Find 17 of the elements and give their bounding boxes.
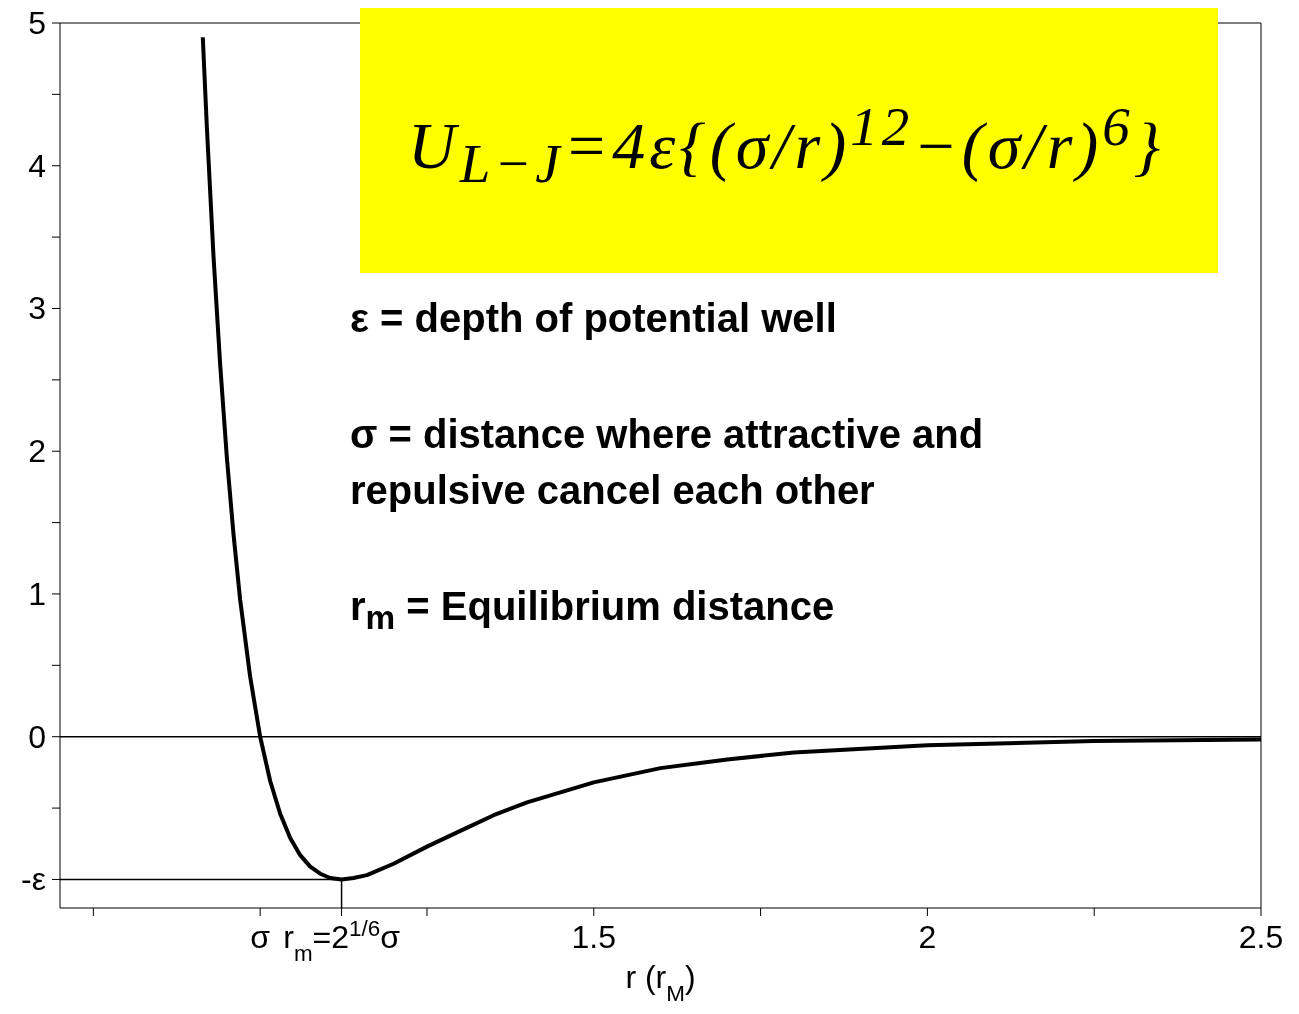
x-tick-label: 2.5	[1238, 919, 1284, 955]
y-tick-label: 5	[28, 5, 46, 41]
x-tick-label: r$_{m}$=2$^{1/6}$σ	[283, 915, 401, 966]
x-tick-label: σ	[250, 919, 271, 955]
annotation: U$_{L−J}$=4ε{(σ/r)$^{12}$−(σ/r)$^{6}$}	[408, 95, 1165, 197]
annotation: r$_{m}$ = Equilibrium distance	[350, 583, 835, 638]
y-tick-label: 1	[28, 575, 46, 612]
annotation: ε = depth of potential well	[350, 295, 837, 342]
annotation: σ = distance where attractive and repulsive cancel each other	[350, 411, 985, 514]
x-tick-label: 1.5	[571, 919, 617, 955]
x-axis-title: r (r$_{M}$)	[625, 959, 696, 1006]
y-tick-label: 3	[28, 290, 46, 327]
x-tick-label: 2	[918, 919, 937, 955]
y-tick-label: 2	[28, 433, 46, 470]
y-tick-label: -ε	[21, 861, 46, 898]
y-tick-label: 0	[28, 718, 46, 755]
y-tick-label: 4	[28, 147, 46, 184]
